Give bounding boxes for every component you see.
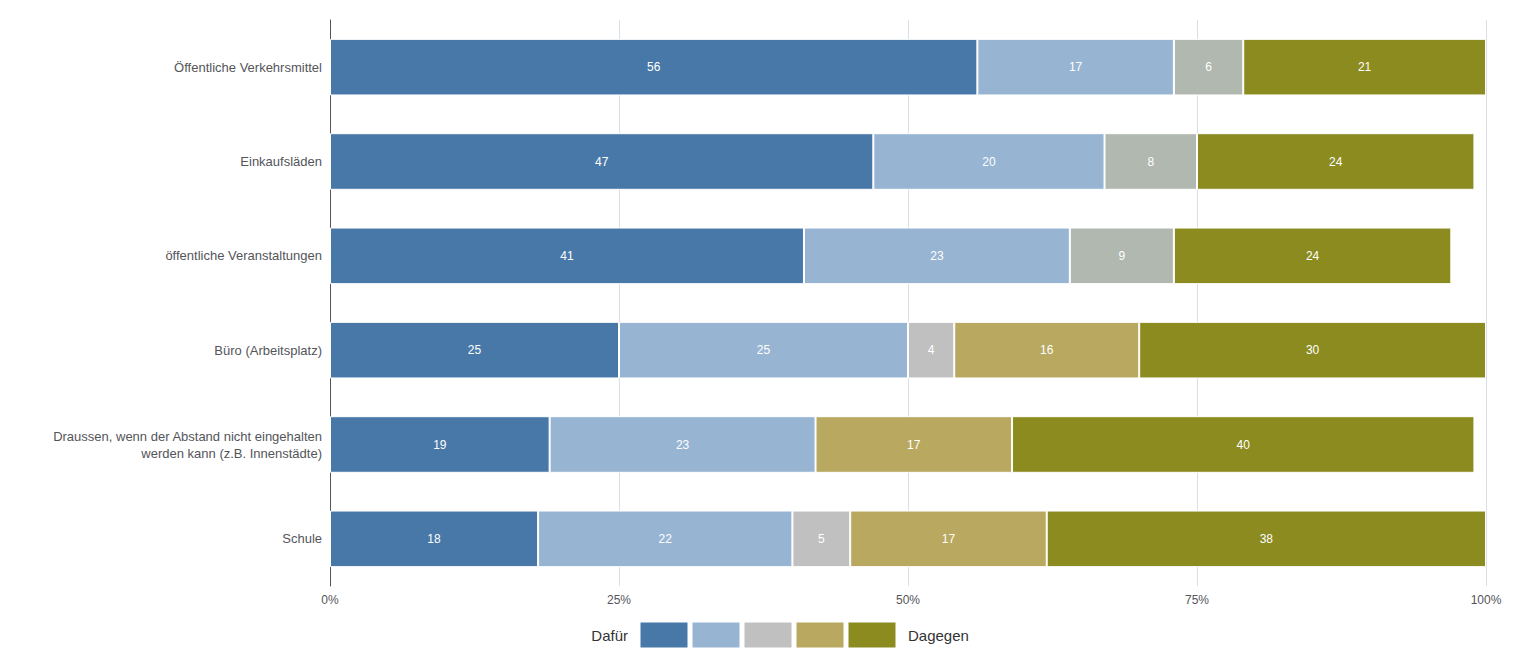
svg-text:Dagegen: Dagegen	[908, 627, 969, 644]
svg-text:38: 38	[1260, 532, 1274, 546]
svg-text:Dafür: Dafür	[591, 627, 628, 644]
svg-text:20: 20	[982, 155, 996, 169]
svg-text:werden kann (z.B. Innenstädte): werden kann (z.B. Innenstädte)	[140, 446, 322, 461]
svg-text:100%: 100%	[1471, 593, 1502, 607]
svg-text:50%: 50%	[896, 593, 920, 607]
svg-text:25%: 25%	[607, 593, 631, 607]
svg-text:47: 47	[595, 155, 609, 169]
svg-text:30: 30	[1306, 343, 1320, 357]
svg-text:24: 24	[1329, 155, 1343, 169]
svg-text:0%: 0%	[321, 593, 339, 607]
svg-text:23: 23	[676, 438, 690, 452]
svg-text:41: 41	[560, 249, 574, 263]
svg-text:5: 5	[818, 532, 825, 546]
svg-text:4: 4	[928, 343, 935, 357]
svg-text:9: 9	[1119, 249, 1126, 263]
svg-text:17: 17	[1069, 60, 1083, 74]
svg-text:Draussen, wenn der Abstand nic: Draussen, wenn der Abstand nicht eingeha…	[53, 429, 322, 444]
svg-text:21: 21	[1358, 60, 1372, 74]
svg-text:17: 17	[907, 438, 921, 452]
svg-text:25: 25	[757, 343, 771, 357]
svg-text:8: 8	[1147, 155, 1154, 169]
svg-text:19: 19	[433, 438, 447, 452]
svg-text:Einkaufsläden: Einkaufsläden	[240, 154, 322, 169]
svg-text:75%: 75%	[1185, 593, 1209, 607]
svg-text:öffentliche Veranstaltungen: öffentliche Veranstaltungen	[165, 248, 322, 263]
svg-text:16: 16	[1040, 343, 1054, 357]
svg-text:40: 40	[1237, 438, 1251, 452]
svg-text:22: 22	[659, 532, 673, 546]
svg-text:6: 6	[1205, 60, 1212, 74]
svg-text:18: 18	[427, 532, 441, 546]
svg-text:56: 56	[647, 60, 661, 74]
svg-text:Öffentliche Verkehrsmittel: Öffentliche Verkehrsmittel	[174, 60, 322, 75]
svg-text:17: 17	[942, 532, 956, 546]
svg-text:25: 25	[468, 343, 482, 357]
svg-text:24: 24	[1306, 249, 1320, 263]
svg-text:Schule: Schule	[282, 531, 322, 546]
svg-text:23: 23	[930, 249, 944, 263]
svg-text:Büro (Arbeitsplatz): Büro (Arbeitsplatz)	[214, 343, 322, 358]
